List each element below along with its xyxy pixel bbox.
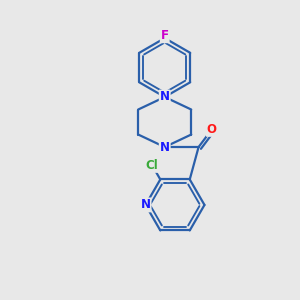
Text: F: F xyxy=(161,29,169,42)
Text: O: O xyxy=(207,123,217,136)
Text: N: N xyxy=(160,91,170,103)
Text: N: N xyxy=(160,141,170,154)
Text: Cl: Cl xyxy=(146,159,159,172)
Text: N: N xyxy=(141,198,151,212)
